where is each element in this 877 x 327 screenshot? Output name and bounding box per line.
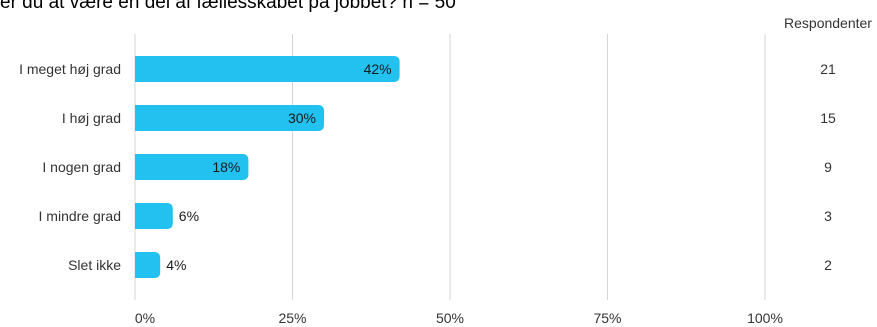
bar (135, 252, 161, 278)
x-tick-label: 0% (135, 310, 155, 326)
bars (135, 56, 400, 278)
respondents-count: 2 (824, 257, 832, 273)
value-label: 6% (179, 208, 199, 224)
category-label: Slet ikke (68, 257, 121, 273)
labels: 0% 25% 50% 75% 100% Respondenter I meget høj g… (19, 15, 872, 326)
bar (135, 105, 324, 131)
value-label: 4% (166, 257, 186, 273)
category-label: I mindre grad (39, 208, 121, 224)
x-tick-label: 50% (436, 310, 464, 326)
category-label: I meget høj grad (19, 61, 121, 77)
category-label: I høj grad (62, 110, 121, 126)
respondents-header: Respondenter (784, 15, 872, 31)
value-label: 18% (212, 159, 240, 175)
respondents-count: 9 (824, 159, 832, 175)
bar (135, 203, 173, 229)
value-label: 42% (364, 61, 392, 77)
x-tick-label: 100% (747, 310, 783, 326)
respondents-count: 15 (820, 110, 836, 126)
chart-title: er du at være en del af fællesskabet på … (0, 0, 456, 13)
category-label: I nogen grad (42, 159, 121, 175)
respondents-count: 21 (820, 61, 836, 77)
value-label: 30% (288, 110, 316, 126)
x-tick-label: 25% (278, 310, 306, 326)
respondents-count: 3 (824, 208, 832, 224)
bar (135, 154, 249, 180)
x-tick-label: 75% (593, 310, 621, 326)
bar (135, 56, 400, 82)
